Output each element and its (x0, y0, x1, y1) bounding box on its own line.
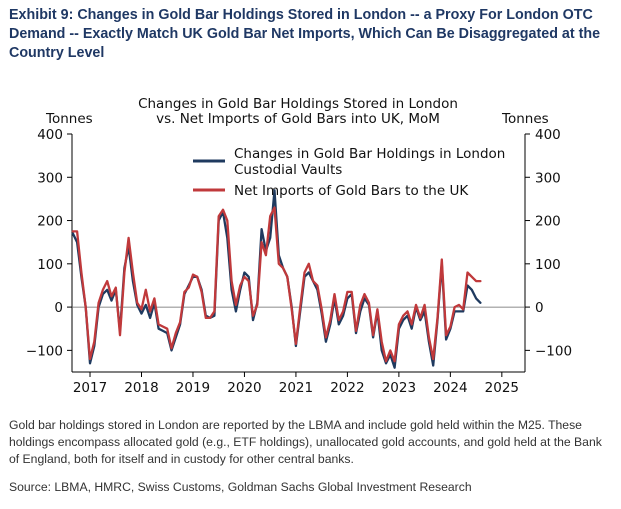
chart: Changes in Gold Bar Holdings Stored in L… (26, 96, 572, 396)
chart-title: Changes in Gold Bar Holdings Stored in L… (138, 96, 458, 112)
legend-label-series-1-line2: Custodial Vaults (234, 162, 342, 178)
x-tick-label: 2022 (330, 380, 364, 396)
x-tick-label: 2021 (279, 380, 313, 396)
legend: Changes in Gold Bar Holdings in LondonCu… (193, 146, 505, 199)
x-tick-label: 2019 (176, 380, 210, 396)
series-line-2 (71, 206, 482, 363)
y-tick-label-right: 0 (535, 300, 544, 316)
y-tick-label-right: 200 (535, 214, 561, 230)
series-layer (71, 189, 482, 369)
exhibit-title: Exhibit 9: Changes in Gold Bar Holdings … (9, 7, 601, 61)
y-tick-label-left: 100 (37, 257, 63, 273)
x-tick-label: 2017 (73, 380, 107, 396)
y-axis-label-left: Tonnes (45, 111, 93, 127)
y-tick-label-left: 200 (37, 214, 63, 230)
y-axis-label-right: Tonnes (501, 111, 549, 127)
y-tick-label-right: 300 (535, 170, 561, 186)
x-tick-label: 2024 (433, 380, 467, 396)
x-tick-label: 2023 (382, 380, 416, 396)
x-tick-label: 2025 (485, 380, 519, 396)
legend-label-series-2: Net Imports of Gold Bars to the UK (234, 183, 469, 199)
x-tick-label: 2020 (227, 380, 261, 396)
axes: −100 −100 0 0 100 100 200 200 300 300 400 400 2017 20… (26, 127, 572, 396)
y-tick-label-left: 400 (37, 127, 63, 143)
y-tick-label-left: 300 (37, 170, 63, 186)
y-tick-label-right: 100 (535, 257, 561, 273)
y-tick-label-left: −100 (26, 343, 63, 359)
legend-label-series-1: Changes in Gold Bar Holdings in London (234, 146, 505, 162)
chart-source: Source: LBMA, HMRC, Swiss Customs, Goldm… (9, 480, 472, 494)
y-tick-label-right: −100 (535, 343, 572, 359)
x-tick-label: 2018 (124, 380, 158, 396)
chart-footnote: Gold bar holdings stored in London are r… (9, 418, 602, 466)
y-tick-label-right: 400 (535, 127, 561, 143)
y-tick-label-left: 0 (54, 300, 63, 316)
chart-subtitle: vs. Net Imports of Gold Bars into UK, Mo… (156, 111, 440, 127)
